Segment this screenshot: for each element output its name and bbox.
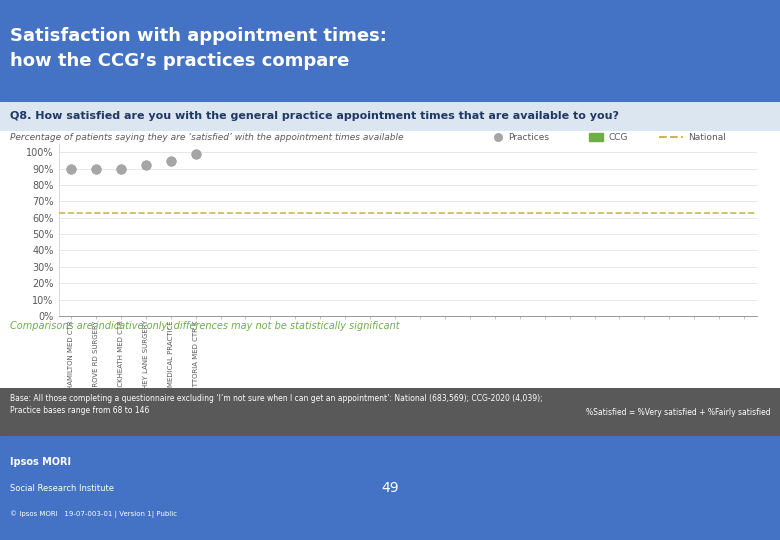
Text: Percentage of patients saying they are ‘satisfied’ with the appointment times av: Percentage of patients saying they are ‘… bbox=[10, 133, 403, 141]
Text: CCG: CCG bbox=[608, 133, 628, 141]
Text: © Ipsos MORI   19-07-003-01 | Version 1| Public: © Ipsos MORI 19-07-003-01 | Version 1| P… bbox=[10, 510, 177, 518]
Text: Practices: Practices bbox=[509, 133, 550, 141]
Text: 49: 49 bbox=[381, 481, 399, 495]
Text: Ipsos MORI: Ipsos MORI bbox=[10, 457, 71, 467]
Text: Social Research Institute: Social Research Institute bbox=[10, 484, 114, 492]
Text: Q8. How satisfied are you with the general practice appointment times that are a: Q8. How satisfied are you with the gener… bbox=[10, 111, 619, 121]
Text: Comparisons are indicative only: differences may not be statistically significan: Comparisons are indicative only: differe… bbox=[10, 321, 400, 330]
Text: Satisfaction with appointment times:
how the CCG’s practices compare: Satisfaction with appointment times: how… bbox=[10, 27, 387, 70]
Text: %Satisfied = %Very satisfied + %Fairly satisfied: %Satisfied = %Very satisfied + %Fairly s… bbox=[586, 408, 771, 416]
Text: Base: All those completing a questionnaire excluding ‘I’m not sure when I can ge: Base: All those completing a questionnai… bbox=[10, 394, 543, 415]
Bar bbox=[589, 133, 603, 141]
Text: National: National bbox=[688, 133, 726, 141]
